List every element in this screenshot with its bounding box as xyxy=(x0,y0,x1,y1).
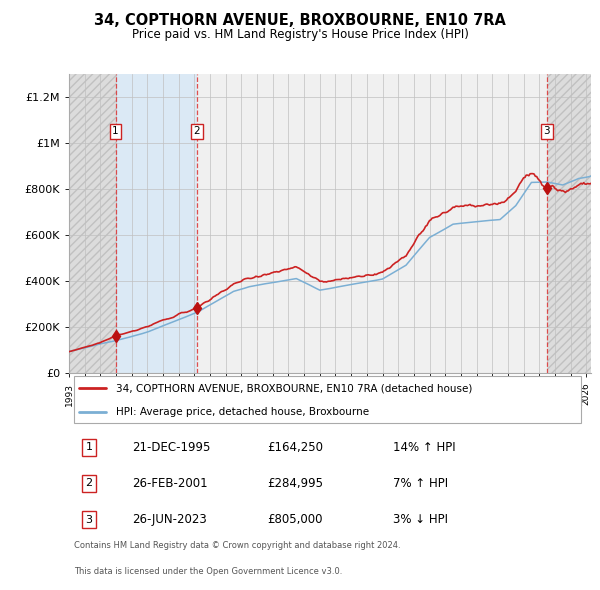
Text: 26-JUN-2023: 26-JUN-2023 xyxy=(131,513,206,526)
Bar xyxy=(69,74,116,373)
Text: This data is licensed under the Open Government Licence v3.0.: This data is licensed under the Open Gov… xyxy=(74,567,343,576)
Text: 2: 2 xyxy=(85,478,92,489)
Bar xyxy=(116,74,197,373)
Text: 21-DEC-1995: 21-DEC-1995 xyxy=(131,441,210,454)
Bar xyxy=(547,74,591,373)
FancyBboxPatch shape xyxy=(74,376,581,423)
Text: 3: 3 xyxy=(544,126,550,136)
Text: 34, COPTHORN AVENUE, BROXBOURNE, EN10 7RA (detached house): 34, COPTHORN AVENUE, BROXBOURNE, EN10 7R… xyxy=(116,383,472,393)
Text: 2: 2 xyxy=(193,126,200,136)
Text: £284,995: £284,995 xyxy=(268,477,323,490)
Text: 1: 1 xyxy=(85,442,92,453)
Text: Contains HM Land Registry data © Crown copyright and database right 2024.: Contains HM Land Registry data © Crown c… xyxy=(74,541,401,550)
Text: 26-FEB-2001: 26-FEB-2001 xyxy=(131,477,207,490)
Text: 34, COPTHORN AVENUE, BROXBOURNE, EN10 7RA: 34, COPTHORN AVENUE, BROXBOURNE, EN10 7R… xyxy=(94,13,506,28)
Text: 7% ↑ HPI: 7% ↑ HPI xyxy=(392,477,448,490)
Text: Price paid vs. HM Land Registry's House Price Index (HPI): Price paid vs. HM Land Registry's House … xyxy=(131,28,469,41)
Text: HPI: Average price, detached house, Broxbourne: HPI: Average price, detached house, Brox… xyxy=(116,407,369,417)
Text: £164,250: £164,250 xyxy=(268,441,323,454)
Text: 3% ↓ HPI: 3% ↓ HPI xyxy=(392,513,448,526)
Text: 1: 1 xyxy=(112,126,119,136)
Text: £805,000: £805,000 xyxy=(268,513,323,526)
Text: 3: 3 xyxy=(85,514,92,525)
Text: 14% ↑ HPI: 14% ↑ HPI xyxy=(392,441,455,454)
